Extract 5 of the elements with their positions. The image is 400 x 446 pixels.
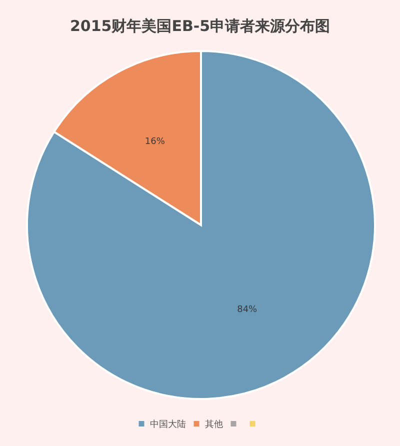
data-label: 16% xyxy=(144,137,166,148)
legend-label: 中国大陆 xyxy=(150,418,186,430)
legend-label: 其他 xyxy=(205,418,223,430)
data-label: 84% xyxy=(237,304,258,315)
chart-title: 2015财年美国EB-5申请者来源分布图 xyxy=(70,17,330,35)
